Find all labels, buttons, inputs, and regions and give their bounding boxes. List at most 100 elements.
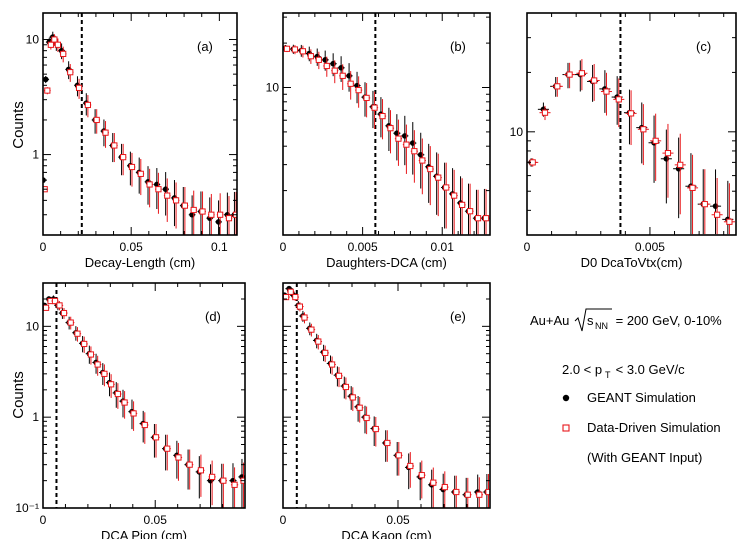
data-point — [714, 211, 721, 218]
legend-entry-data-driven: Data-Driven Simulation — [587, 420, 721, 435]
data-point — [384, 439, 391, 447]
data-point — [677, 161, 684, 168]
data-point — [308, 326, 315, 333]
plot-area — [43, 13, 237, 235]
data-point — [541, 109, 549, 116]
data-point — [87, 351, 95, 358]
data-point — [75, 84, 83, 91]
data-point — [331, 67, 338, 74]
data-point — [349, 394, 356, 401]
data-point — [137, 170, 144, 177]
data-point — [453, 488, 460, 496]
data-point — [627, 110, 635, 117]
data-point — [181, 202, 188, 209]
data-point — [363, 94, 370, 102]
sqrt-s-label: s — [587, 313, 594, 328]
data-point — [120, 154, 127, 161]
data-point — [217, 211, 224, 218]
x-tick-label: 0.01 — [431, 240, 455, 254]
series-geant — [283, 44, 489, 235]
data-point — [164, 192, 171, 199]
plot-frame — [42, 12, 238, 236]
data-point — [387, 125, 394, 132]
data-point — [102, 129, 109, 136]
data-point — [430, 479, 437, 486]
sqrt-sign — [574, 308, 612, 332]
legend-entry-geant: GEANT Simulation — [587, 390, 696, 405]
data-point — [152, 434, 160, 441]
data-point — [291, 46, 299, 53]
data-point — [60, 309, 68, 317]
data-point — [603, 88, 610, 95]
data-point — [199, 208, 206, 215]
data-point — [155, 186, 162, 193]
data-point — [474, 215, 482, 222]
x-tick-label: 0.05 — [144, 513, 168, 527]
data-point — [355, 87, 362, 94]
data-point — [403, 141, 410, 148]
data-point — [231, 481, 238, 488]
data-point — [51, 36, 58, 43]
data-point — [347, 80, 354, 87]
y-tick-label: 1 — [32, 148, 39, 162]
data-point — [43, 76, 49, 83]
data-point — [356, 404, 363, 411]
data-point — [459, 201, 466, 208]
legend-entry-geant-input: (With GEANT Input) — [587, 450, 702, 465]
plot-frame — [282, 282, 491, 509]
data-point — [130, 410, 137, 417]
x-tick-label: 0.005 — [348, 240, 378, 254]
x-tick-label: 0 — [40, 240, 47, 254]
data-point — [220, 477, 227, 484]
data-point — [121, 399, 128, 406]
data-point — [419, 157, 426, 164]
data-point — [111, 142, 118, 149]
data-point — [114, 390, 121, 398]
data-point — [301, 314, 308, 321]
data-point — [372, 425, 379, 433]
x-axis-label: Decay-Length (cm) — [85, 255, 196, 270]
panel-label: (b) — [450, 39, 466, 54]
data-point — [225, 215, 233, 222]
chart-panel: 0 0.05 0.1 1 10 Decay-Length (cm) Counts (a) — [10, 12, 238, 270]
data-point — [554, 83, 561, 90]
data-point — [464, 491, 471, 498]
data-point — [578, 70, 585, 77]
data-point — [443, 184, 450, 191]
data-point — [451, 192, 458, 199]
panel-label: (a) — [197, 39, 213, 54]
x-tick-label: 0 — [524, 240, 531, 254]
data-point — [371, 104, 378, 111]
data-point — [315, 56, 322, 63]
data-point — [287, 288, 294, 295]
data-point — [411, 148, 418, 155]
panel-label: (d) — [205, 309, 221, 324]
data-point — [591, 77, 598, 84]
data-point — [67, 319, 74, 326]
collision-system-label: Au+Au — [530, 313, 569, 328]
data-point — [74, 330, 81, 337]
y-tick-label: 1 — [32, 410, 39, 424]
data-point — [701, 201, 708, 208]
data-point — [640, 126, 647, 133]
data-point — [197, 467, 205, 474]
data-point — [94, 361, 101, 368]
data-point — [566, 71, 573, 78]
data-point — [339, 72, 346, 79]
data-point — [93, 116, 100, 124]
legend-marker-filled-circle — [562, 394, 570, 402]
plot-area — [43, 283, 245, 508]
data-point — [164, 445, 171, 452]
x-tick-label: 0 — [280, 240, 287, 254]
data-point — [395, 135, 402, 142]
data-point — [47, 41, 54, 48]
chart-panel: 0 0.005 0.01 10 Daughters-DCA (cm) (b) — [266, 12, 491, 270]
energy-centrality-label: = 200 GeV, 0-10% — [612, 313, 722, 328]
data-point — [307, 53, 314, 60]
data-point — [315, 338, 322, 345]
data-point — [60, 50, 67, 57]
x-tick-label: 0.005 — [635, 240, 665, 254]
data-point — [81, 340, 88, 348]
data-point — [54, 41, 62, 48]
